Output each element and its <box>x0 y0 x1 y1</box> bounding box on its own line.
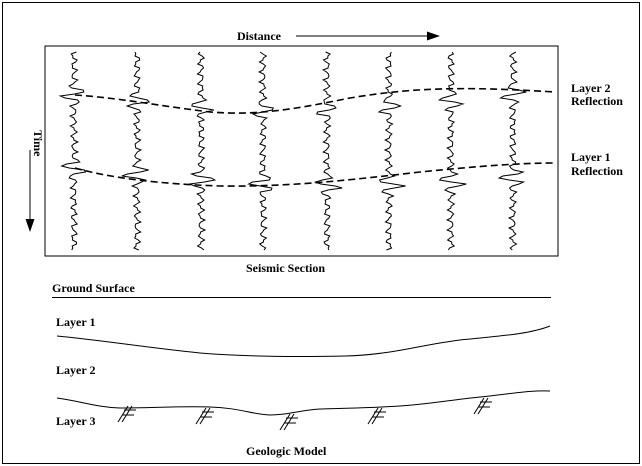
seismic-trace <box>247 51 275 251</box>
layer2-reflection-label-line1: Layer 2 <box>571 81 610 95</box>
hatch-symbol <box>117 405 136 423</box>
hatch-symbol <box>473 397 492 415</box>
seismic-trace <box>58 51 87 251</box>
geologic-model-caption: Geologic Model <box>246 444 327 458</box>
seismic-trace <box>121 51 151 251</box>
layer1-label: Layer 1 <box>56 315 95 329</box>
time-arrowhead <box>25 219 35 232</box>
seismic-trace <box>437 51 467 251</box>
seismic-section-caption: Seismic Section <box>246 261 325 275</box>
ground-surface-label: Ground Surface <box>52 281 135 295</box>
seismic-traces <box>58 51 527 251</box>
hatch-symbol <box>367 407 386 425</box>
bedrock-hatch-symbols <box>117 397 492 431</box>
seismic-trace <box>187 51 217 251</box>
layer1-reflection-label-line1: Layer 1 <box>571 150 610 164</box>
hatch-symbol <box>279 413 298 431</box>
layer2-reflection-line <box>74 87 556 114</box>
layer1-reflection-label-line2: Reflection <box>571 164 623 178</box>
layer1-reflection-line <box>74 162 556 187</box>
seismic-trace <box>313 51 343 251</box>
layer2-layer3-boundary <box>56 390 551 416</box>
distance-label: Distance <box>237 29 282 43</box>
seismic-section-box <box>44 45 559 257</box>
layer3-label: Layer 3 <box>56 414 95 428</box>
layer1-layer2-boundary <box>56 325 551 358</box>
time-label: Time <box>31 130 45 157</box>
layer2-reflection-label-line2: Reflection <box>571 94 623 108</box>
seismic-trace <box>377 51 406 251</box>
layer2-label: Layer 2 <box>56 363 95 377</box>
distance-arrowhead <box>427 31 440 41</box>
hatch-symbol <box>195 407 214 425</box>
seismic-trace <box>497 51 527 251</box>
